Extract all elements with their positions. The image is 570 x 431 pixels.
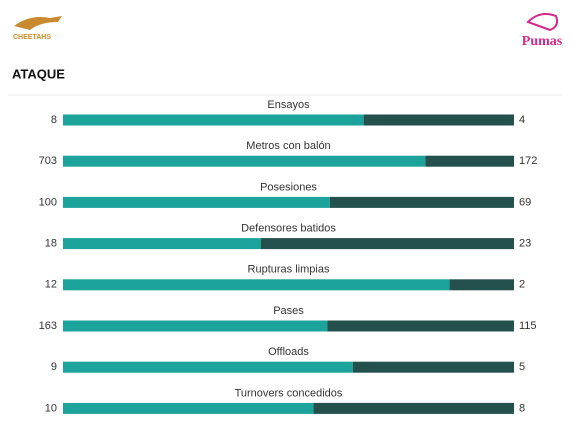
away-value: 69 xyxy=(519,196,531,208)
home-value: 12 xyxy=(45,279,57,291)
stat-label: Pases xyxy=(273,305,304,317)
away-value: 5 xyxy=(519,361,525,373)
home-value: 100 xyxy=(39,196,57,208)
stat-label: Turnovers concedidos xyxy=(235,387,343,399)
stat-label: Offloads xyxy=(268,346,309,358)
away-bar xyxy=(425,155,514,167)
home-bar xyxy=(63,155,426,167)
stat-label: Posesiones xyxy=(260,181,317,193)
home-value: 9 xyxy=(51,361,57,373)
home-bar xyxy=(63,320,328,332)
stat-label: Ensayos xyxy=(267,99,310,111)
away-value: 4 xyxy=(519,114,525,126)
away-value: 115 xyxy=(519,320,537,332)
away-bar xyxy=(363,114,514,126)
section-title: ATAQUE xyxy=(12,66,65,81)
away-bar xyxy=(261,238,514,250)
home-value: 18 xyxy=(45,238,57,250)
home-value: 8 xyxy=(51,114,57,126)
cheetah-icon xyxy=(14,16,62,30)
away-bar xyxy=(352,361,514,373)
puma-icon xyxy=(526,13,559,32)
stat-label: Metros con balón xyxy=(246,140,330,152)
away-bar xyxy=(313,402,514,414)
away-value: 172 xyxy=(519,155,537,167)
away-logo: Pumas xyxy=(522,13,563,49)
away-bar xyxy=(329,196,514,208)
stat-label: Defensores batidos xyxy=(241,223,336,235)
away-logo-text: Pumas xyxy=(522,34,563,49)
home-bar xyxy=(63,196,330,208)
home-bar xyxy=(63,279,450,291)
home-value: 163 xyxy=(39,320,57,332)
home-bar xyxy=(63,114,364,126)
away-value: 23 xyxy=(519,238,531,250)
home-logo-text: CHEETAHS xyxy=(13,34,51,41)
away-value: 2 xyxy=(519,279,525,291)
away-bar xyxy=(449,279,514,291)
home-bar xyxy=(63,238,261,250)
home-bar xyxy=(63,361,353,373)
stat-label: Rupturas limpias xyxy=(248,264,330,276)
away-bar xyxy=(327,320,514,332)
home-value: 703 xyxy=(39,155,57,167)
home-logo: CHEETAHS xyxy=(13,16,62,41)
home-bar xyxy=(63,402,314,414)
away-value: 8 xyxy=(519,402,525,414)
home-value: 10 xyxy=(45,402,57,414)
